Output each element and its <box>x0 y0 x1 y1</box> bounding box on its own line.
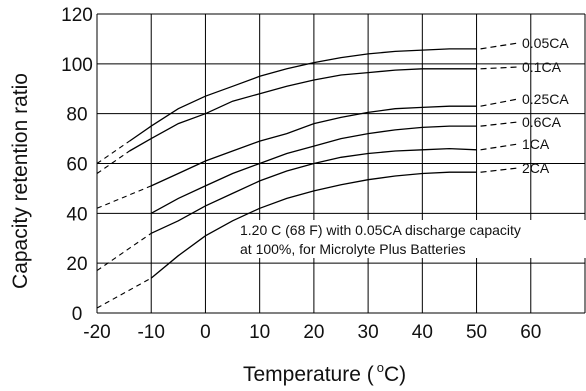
series-label-0-6ca: 0.6CA <box>522 114 562 130</box>
series-extrapolation-2ca <box>96 277 152 309</box>
series-labels: 0.05CA 0.1CA 0.25CA 0.6CA 1CA 2CA <box>480 35 569 176</box>
series-label-2ca: 2CA <box>522 160 550 176</box>
series-line-0-1ca <box>129 68 477 152</box>
x-tick-label-40: 40 <box>412 322 433 343</box>
x-tick-label-minus-20: -20 <box>83 322 110 343</box>
y-tick-label-20: 20 <box>66 254 87 275</box>
series-line-1ca <box>150 147 477 234</box>
series-leader-0-6ca <box>480 121 519 127</box>
series-label-0-1ca: 0.1CA <box>522 59 562 75</box>
series-extrapolation-0-25ca <box>96 185 152 209</box>
grid <box>96 13 586 314</box>
series-label-0-25ca: 0.25CA <box>522 91 569 107</box>
y-tick-label-80: 80 <box>66 105 87 126</box>
series-leader-0-1ca <box>480 66 519 70</box>
y-tick-labels: 0 20 40 60 80 100 120 <box>61 5 93 325</box>
x-axis-title-unit: C) <box>384 363 406 386</box>
series-extrapolation-0-05ca <box>96 140 130 164</box>
series-label-1ca: 1CA <box>522 136 550 152</box>
x-tick-label-minus-10: -10 <box>137 322 164 343</box>
x-tick-label-50: 50 <box>466 322 487 343</box>
series-leader-1ca <box>480 143 519 151</box>
y-tick-label-60: 60 <box>66 155 87 176</box>
y-tick-label-100: 100 <box>61 55 93 76</box>
x-tick-label-20: 20 <box>303 322 324 343</box>
series-leader-0-25ca <box>480 98 519 107</box>
note-background <box>237 220 586 258</box>
series-leader-2ca <box>480 167 519 173</box>
series-label-0-05ca: 0.05CA <box>522 35 569 51</box>
y-tick-label-120: 120 <box>61 5 93 26</box>
series-line-2ca <box>150 171 477 279</box>
y-tick-label-0: 0 <box>72 304 83 325</box>
x-tick-labels: -20 -10 0 10 20 30 40 50 60 <box>83 322 541 343</box>
series-leader-0-05ca <box>480 42 519 50</box>
x-axis-title-main: Temperature ( <box>243 363 374 386</box>
series-line-0-05ca <box>129 48 477 142</box>
y-tick-label-40: 40 <box>66 204 87 225</box>
series-line-0-25ca <box>150 105 477 187</box>
x-tick-label-30: 30 <box>358 322 379 343</box>
series-line-0-6ca <box>150 125 477 214</box>
series-extrapolation-0-1ca <box>96 150 130 174</box>
note-line-2: at 100%, for Microlyte Plus Batteries <box>240 241 466 257</box>
x-axis-title-degree: o <box>377 360 384 375</box>
series-extrapolation-1ca <box>96 232 152 272</box>
y-axis-title: Capacity retention ratio <box>9 73 32 289</box>
x-tick-label-10: 10 <box>249 322 270 343</box>
x-tick-label-60: 60 <box>520 322 541 343</box>
series-lines <box>96 48 477 309</box>
x-axis-title: Temperature (oC) <box>243 360 406 386</box>
x-tick-label-0: 0 <box>200 322 211 343</box>
note-line-1: 1.20 C (68 F) with 0.05CA discharge capa… <box>240 222 521 238</box>
